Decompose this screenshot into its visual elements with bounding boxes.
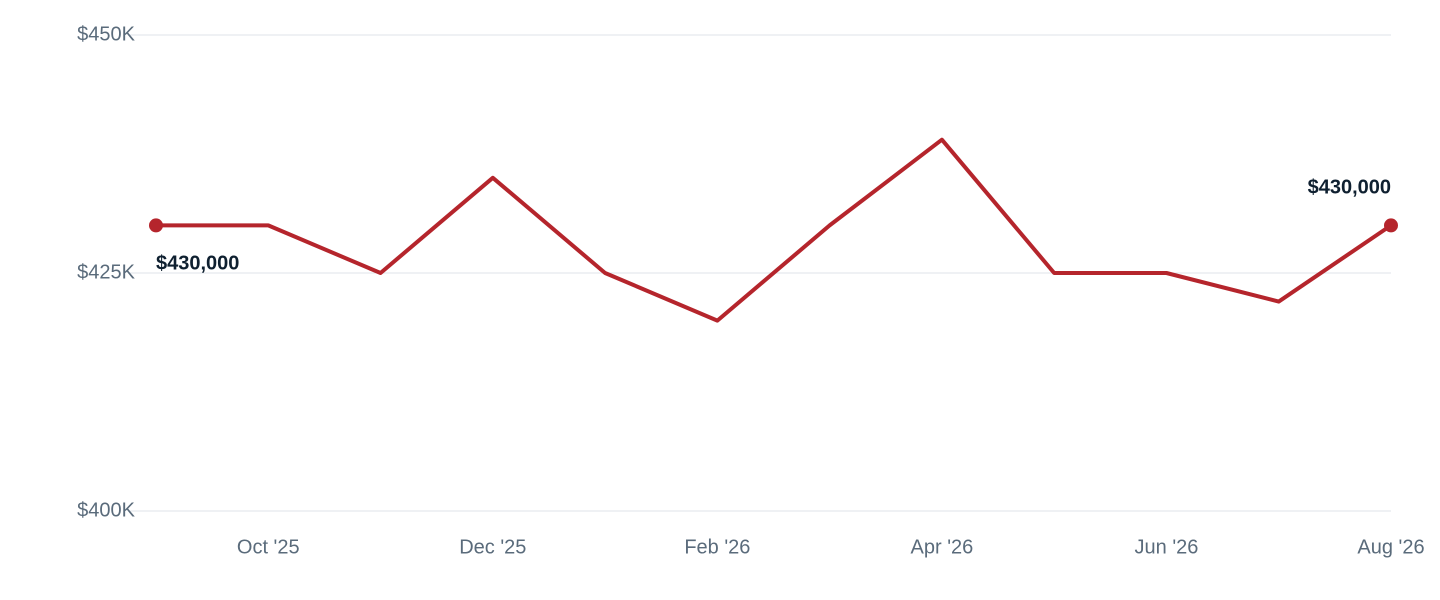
end-point [1384, 218, 1398, 233]
x-tick-label: Aug '26 [1357, 536, 1424, 558]
x-tick-label: Feb '26 [684, 536, 750, 558]
x-tick-label: Oct '25 [237, 536, 300, 558]
x-tick-label: Apr '26 [911, 536, 974, 558]
y-tick-label: $400K [77, 499, 135, 521]
end-point [149, 218, 163, 233]
x-tick-label: Dec '25 [459, 536, 526, 558]
y-tick-label: $425K [77, 261, 135, 283]
line [156, 137, 1393, 323]
value-label: $430,000 [1308, 177, 1391, 199]
y-tick-label: $450K [77, 23, 135, 45]
x-tick-label: Jun '26 [1135, 536, 1199, 558]
value-label: $430,000 [156, 253, 239, 275]
